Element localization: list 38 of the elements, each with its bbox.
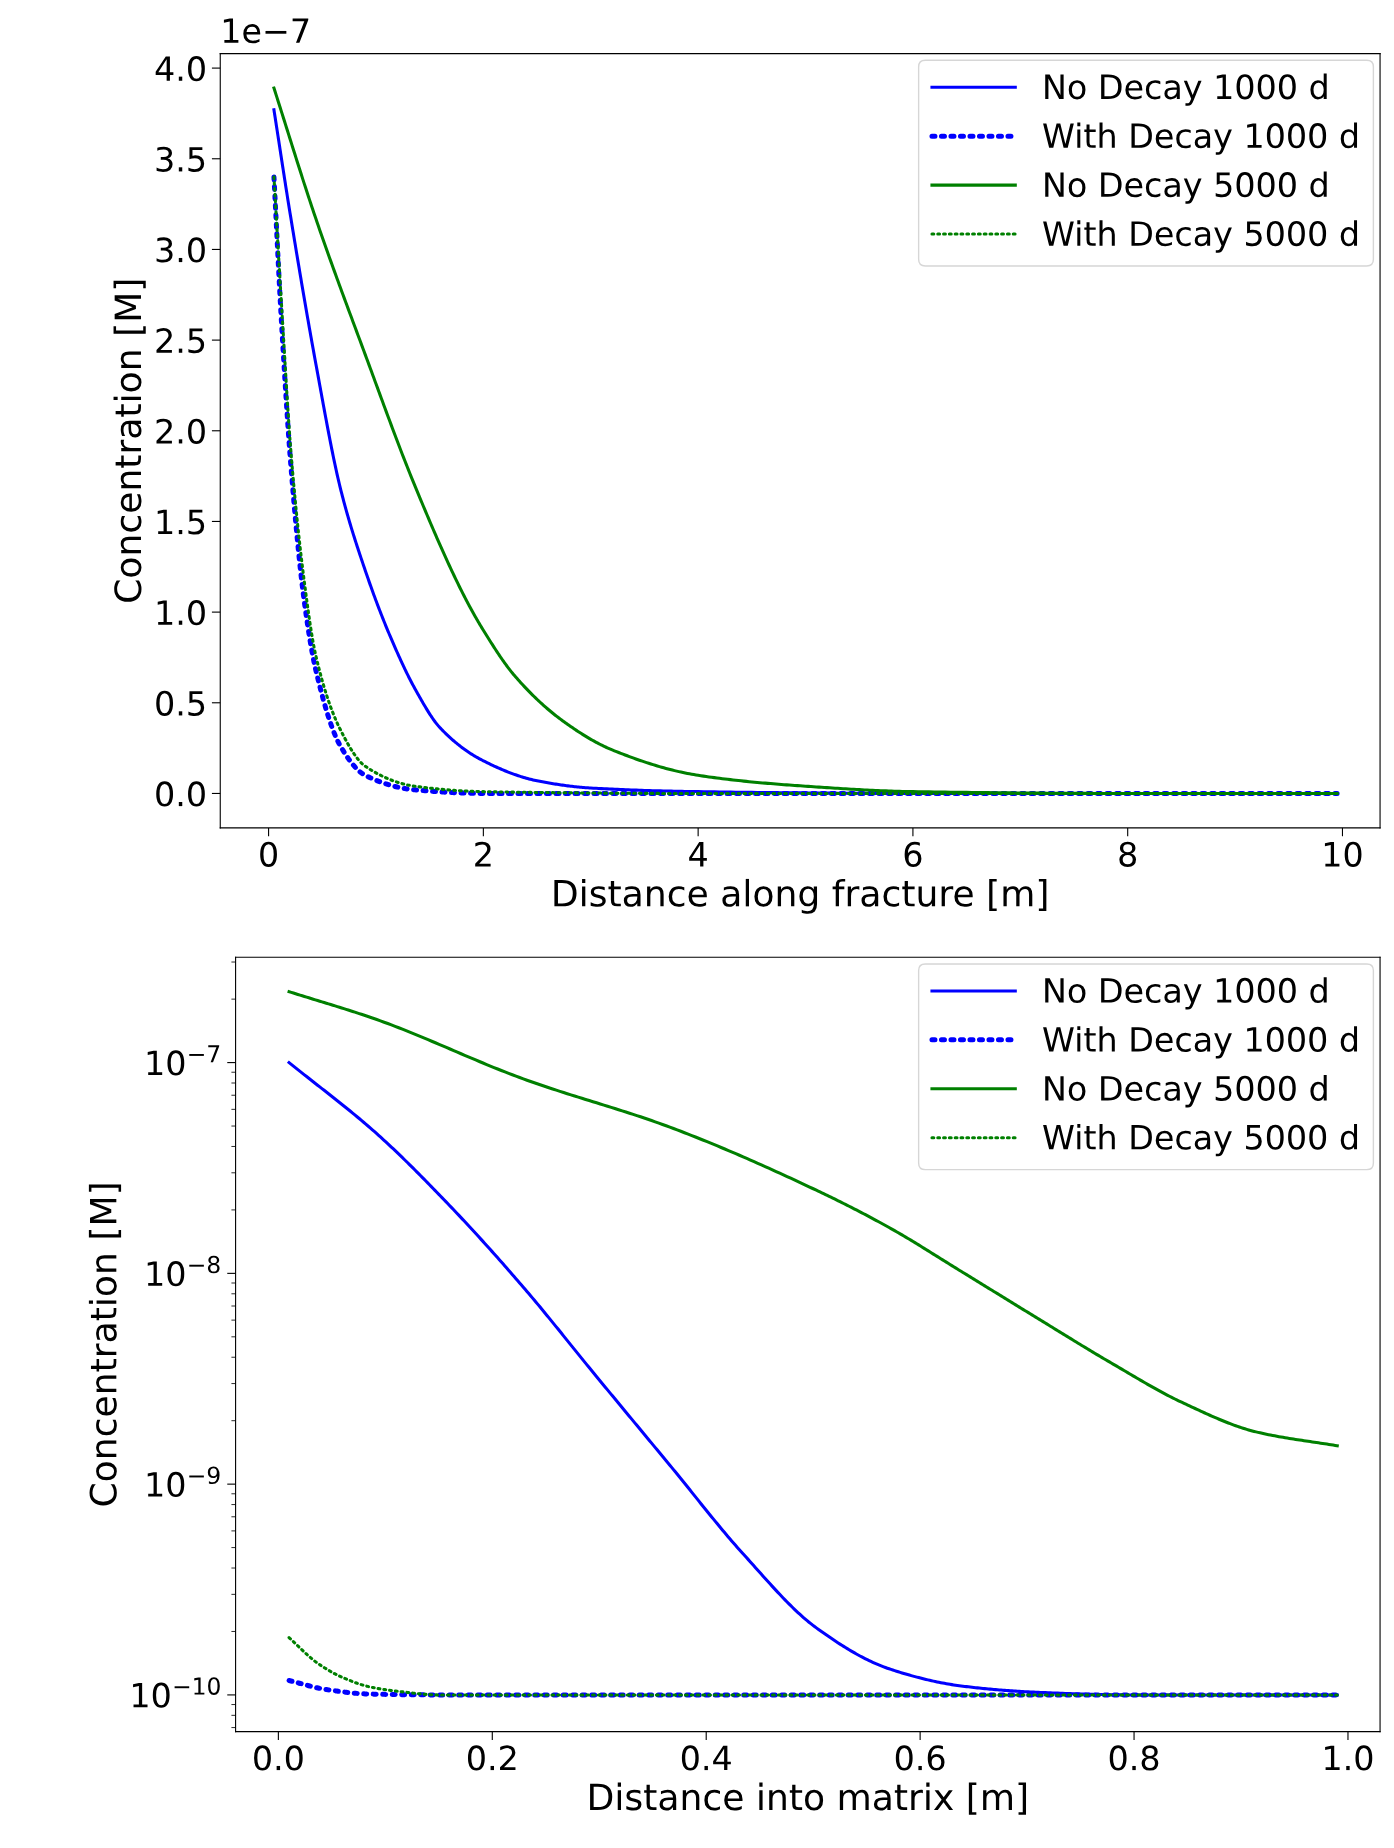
x-tick-label: 4 [689, 842, 707, 867]
y-axis-title: Concentration [M] [113, 280, 146, 602]
y-tick-label: 10$^{−8}$ [147, 1255, 220, 1287]
y-tick-label: 1.5 [157, 509, 205, 535]
y-tick-label: 0.5 [156, 690, 205, 716]
x-tick-label: 10 [1324, 841, 1362, 867]
y-tick-label: 1.0 [157, 600, 205, 626]
y-tick-label: 10$^{−9}$ [147, 1466, 220, 1498]
x-tick-label: 0.6 [895, 1745, 945, 1771]
x-tick-label: 1.0 [1325, 1745, 1373, 1771]
x-tick-label: 0.2 [467, 1745, 516, 1771]
legend-label: With Decay 1000 d [1043, 122, 1358, 155]
legend-label: No Decay 5000 d [1045, 171, 1327, 204]
x-tick-label: 0 [260, 841, 277, 867]
legend-label: No Decay 1000 d [1045, 73, 1327, 106]
legend-label: With Decay 5000 d [1043, 1124, 1358, 1157]
x-tick-label: 6 [904, 841, 922, 867]
y-tick-label: 0.0 [156, 781, 205, 807]
legend-label: No Decay 1000 d [1045, 977, 1327, 1010]
y-tick-label: 10$^{−10}$ [133, 1677, 220, 1708]
x-tick-label: 0.4 [681, 1745, 731, 1771]
x-tick-label: 8 [1119, 841, 1137, 867]
x-tick-label: 2 [475, 841, 491, 867]
y-tick-label: 4.0 [155, 56, 205, 82]
text: 1e−7 [223, 18, 309, 44]
y-tick-label: 2.5 [156, 328, 205, 354]
x-tick-label: 0.8 [1109, 1745, 1159, 1771]
x-axis-title: Distance along fracture [m] [554, 878, 1047, 914]
legend-label: With Decay 5000 d [1043, 220, 1358, 253]
x-axis-title: Distance into matrix [m] [590, 1782, 1027, 1815]
legend-label: No Decay 5000 d [1045, 1075, 1327, 1108]
y-tick-label: 2.0 [156, 418, 205, 444]
y-tick-label: 10$^{−7}$ [147, 1045, 220, 1076]
y-tick-label: 3.5 [156, 146, 205, 172]
y-axis-title: Concentration [M] [88, 1184, 122, 1506]
x-tick-label: 0.0 [254, 1745, 303, 1771]
y-tick-label: 3.0 [156, 237, 205, 263]
legend-label: With Decay 1000 d [1043, 1026, 1358, 1059]
